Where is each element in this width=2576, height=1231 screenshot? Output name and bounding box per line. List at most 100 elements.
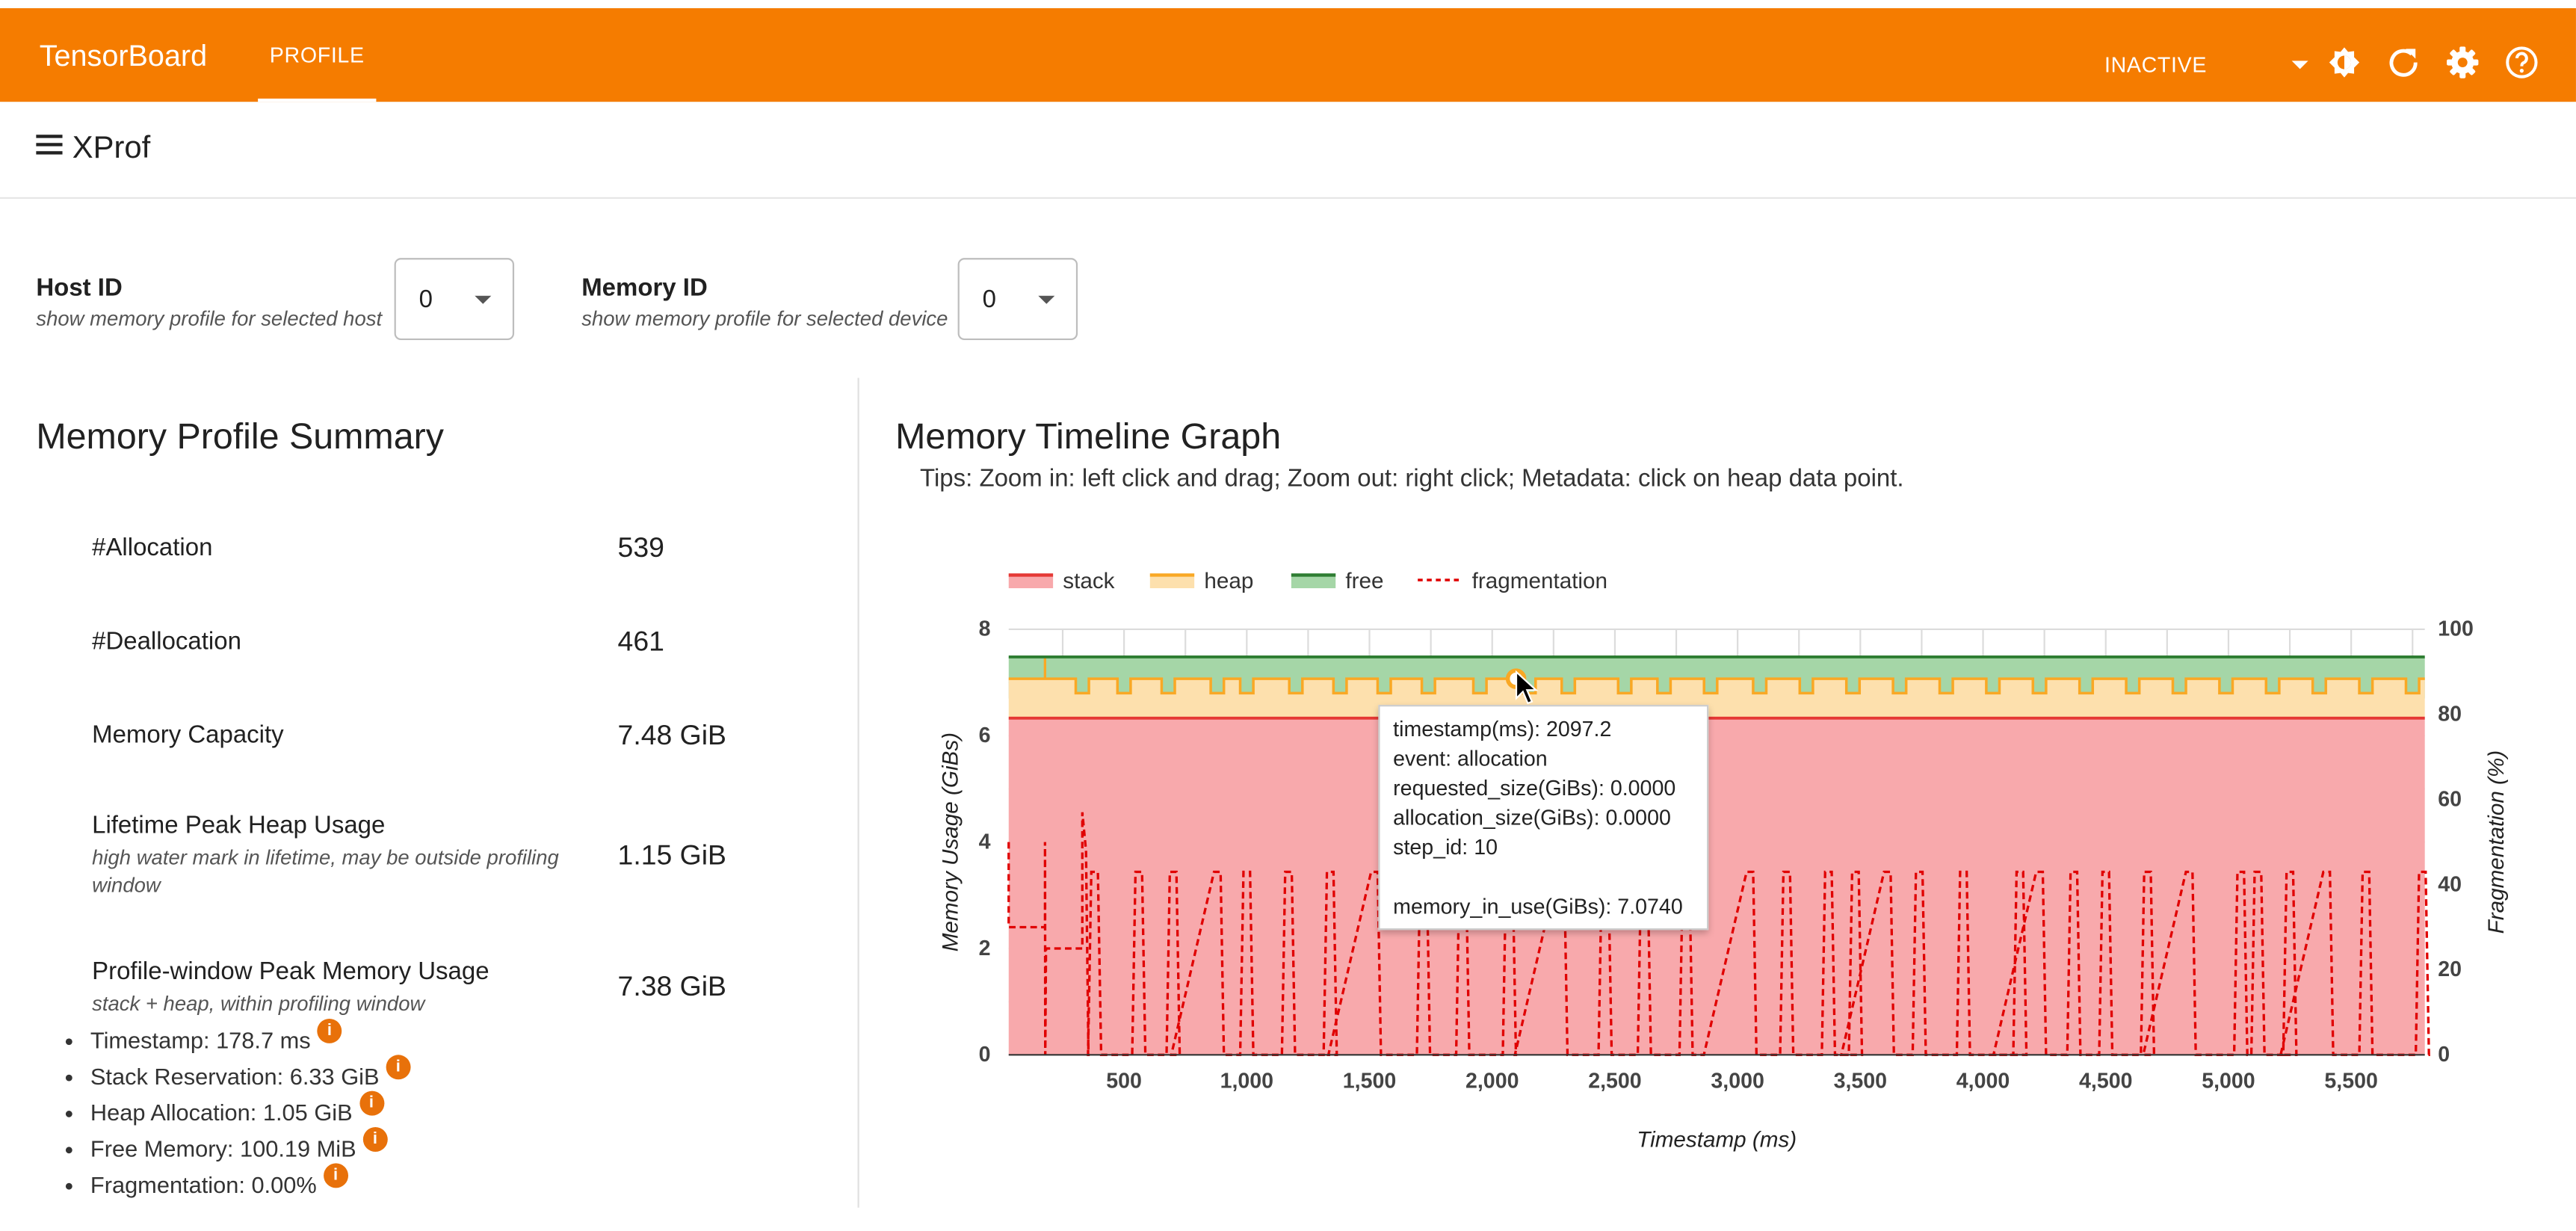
chart-axes: 500 1,000 1,500 2,000 2,500 3,000 3,500 4,000 4,… (939, 617, 2509, 1153)
legend-swatch-stack (1008, 573, 1054, 588)
memory-capacity-value: 7.48 GiB (617, 719, 726, 751)
memory-id-hint: show memory profile for selected device (581, 307, 948, 330)
peak-timestamp: Timestamp: 178.7 ms (90, 1026, 311, 1054)
memory-id-label: Memory ID (581, 274, 708, 303)
tab-profile[interactable]: PROFILE (258, 8, 377, 102)
y-tick-label: 6 (979, 724, 991, 747)
y2-axis-title: Fragmentation (%) (2484, 750, 2509, 934)
legend-label-heap: heap (1204, 569, 1253, 593)
settings-gear-icon[interactable] (2444, 44, 2480, 80)
active-tab-indicator (258, 98, 377, 102)
tooltip-line: event: allocation (1393, 746, 1548, 771)
x-tick-label: 1,000 (1220, 1069, 1273, 1093)
host-id-hint: show memory profile for selected host (36, 307, 383, 330)
peak-heap-allocation: Heap Allocation: 1.05 GiB (90, 1099, 353, 1126)
deallocation-count-label: #Deallocation (92, 627, 241, 656)
x-axis-title: Timestamp (ms) (1637, 1127, 1797, 1152)
menu-icon[interactable] (36, 135, 63, 159)
list-item: Timestamp: 178.7 msi (90, 1018, 410, 1058)
legend-label-stack: stack (1063, 569, 1114, 593)
tooltip-line: step_id: 10 (1393, 834, 1498, 860)
profile-window-peak-hint: stack + heap, within profiling window (92, 992, 425, 1016)
info-icon[interactable]: i (323, 1163, 348, 1188)
y-axis-title: Memory Usage (GiBs) (939, 732, 963, 951)
y2-tick-label: 80 (2438, 703, 2462, 726)
timeline-tips: Tips: Zoom in: left click and drag; Zoom… (920, 465, 1904, 493)
peak-fragmentation: Fragmentation: 0.00% (90, 1171, 317, 1198)
host-id-select[interactable]: 0 (394, 258, 515, 341)
memory-id-value: 0 (982, 286, 996, 314)
y2-tick-label: 100 (2438, 617, 2474, 641)
memory-id-select[interactable]: 0 (957, 258, 1078, 341)
panel-divider (857, 377, 859, 1208)
help-icon[interactable] (2504, 44, 2539, 80)
tooltip-line: timestamp(ms): 2097.2 (1393, 716, 1612, 741)
stack-area (1008, 718, 2425, 1055)
info-icon[interactable]: i (362, 1127, 388, 1153)
tool-title: XProf (72, 131, 151, 167)
legend-label-free: free (1345, 569, 1383, 593)
x-tick-label: 5,000 (2202, 1069, 2255, 1093)
app-title: TensorBoard (39, 39, 208, 72)
lifetime-peak-heap-value: 1.15 GiB (617, 839, 726, 871)
tooltip-line: allocation_size(GiBs): 0.0000 (1393, 805, 1671, 830)
list-item: Fragmentation: 0.00%i (90, 1163, 410, 1203)
status-select-value: INACTIVE (2104, 52, 2208, 78)
peak-details-list: Timestamp: 178.7 msi Stack Reservation: … (63, 1018, 411, 1203)
info-icon[interactable]: i (359, 1090, 384, 1116)
heap-area (1008, 679, 2425, 718)
profile-window-peak-label: Profile-window Peak Memory Usage (92, 957, 489, 986)
tool-header: XProf (0, 102, 2576, 199)
x-tick-label: 4,500 (2079, 1069, 2132, 1093)
tooltip-line (1393, 863, 1707, 892)
memory-capacity-label: Memory Capacity (92, 721, 284, 750)
peak-stack-reservation: Stack Reservation: 6.33 GiB (90, 1063, 380, 1090)
allocation-count-label: #Allocation (92, 534, 213, 562)
chart-tooltip: timestamp(ms): 2097.2 event: allocation re… (1378, 705, 1709, 931)
x-tick-label: 3,000 (1711, 1069, 1764, 1093)
legend-swatch-heap (1149, 573, 1195, 588)
mouse-cursor-icon (1515, 670, 1539, 705)
x-tick-label: 2,000 (1465, 1069, 1519, 1093)
x-tick-label: 5,500 (2324, 1069, 2377, 1093)
y2-tick-label: 60 (2438, 787, 2462, 811)
y2-tick-label: 20 (2438, 957, 2462, 981)
profile-window-peak-value: 7.38 GiB (617, 971, 726, 1002)
info-icon[interactable]: i (386, 1055, 411, 1080)
peak-free-memory: Free Memory: 100.19 MiB (90, 1135, 356, 1162)
chart-legend: stack heap free fragmentation (1008, 569, 1607, 593)
summary-title: Memory Profile Summary (36, 416, 444, 457)
chart-lines (1007, 655, 2430, 1056)
legend-swatch-free (1291, 573, 1336, 588)
tooltip-line: requested_size(GiBs): 0.0000 (1393, 775, 1676, 800)
lifetime-peak-heap-hint: high water mark in lifetime, may be outs… (92, 846, 559, 898)
info-icon[interactable]: i (317, 1018, 342, 1043)
timeline-title: Memory Timeline Graph (895, 416, 1282, 457)
chevron-down-icon (2291, 61, 2308, 70)
host-id-value: 0 (418, 286, 433, 314)
heap-line (1008, 677, 2425, 695)
refresh-icon[interactable] (2385, 44, 2421, 80)
x-tick-label: 4,000 (1956, 1069, 2010, 1093)
top-app-bar: TensorBoard PROFILE INACTIVE (0, 7, 2576, 107)
y-tick-label: 2 (979, 937, 991, 960)
y2-tick-label: 0 (2438, 1043, 2450, 1067)
chevron-down-icon (1038, 295, 1055, 304)
y-tick-label: 0 (979, 1043, 991, 1067)
theme-toggle-icon[interactable] (2326, 44, 2362, 80)
deallocation-count-value: 461 (617, 626, 664, 658)
allocation-count-value: 539 (617, 532, 664, 564)
y-tick-label: 8 (979, 617, 991, 641)
x-tick-label: 500 (1106, 1069, 1142, 1093)
chevron-down-icon (475, 295, 492, 304)
y2-tick-label: 40 (2438, 872, 2462, 896)
lifetime-peak-heap-label: Lifetime Peak Heap Usage (92, 811, 386, 840)
tooltip-line: memory_in_use(GiBs): 7.0740 (1393, 893, 1683, 919)
y-tick-label: 4 (979, 830, 991, 854)
x-tick-label: 2,500 (1588, 1069, 1641, 1093)
legend-label-fragmentation: fragmentation (1472, 569, 1607, 593)
